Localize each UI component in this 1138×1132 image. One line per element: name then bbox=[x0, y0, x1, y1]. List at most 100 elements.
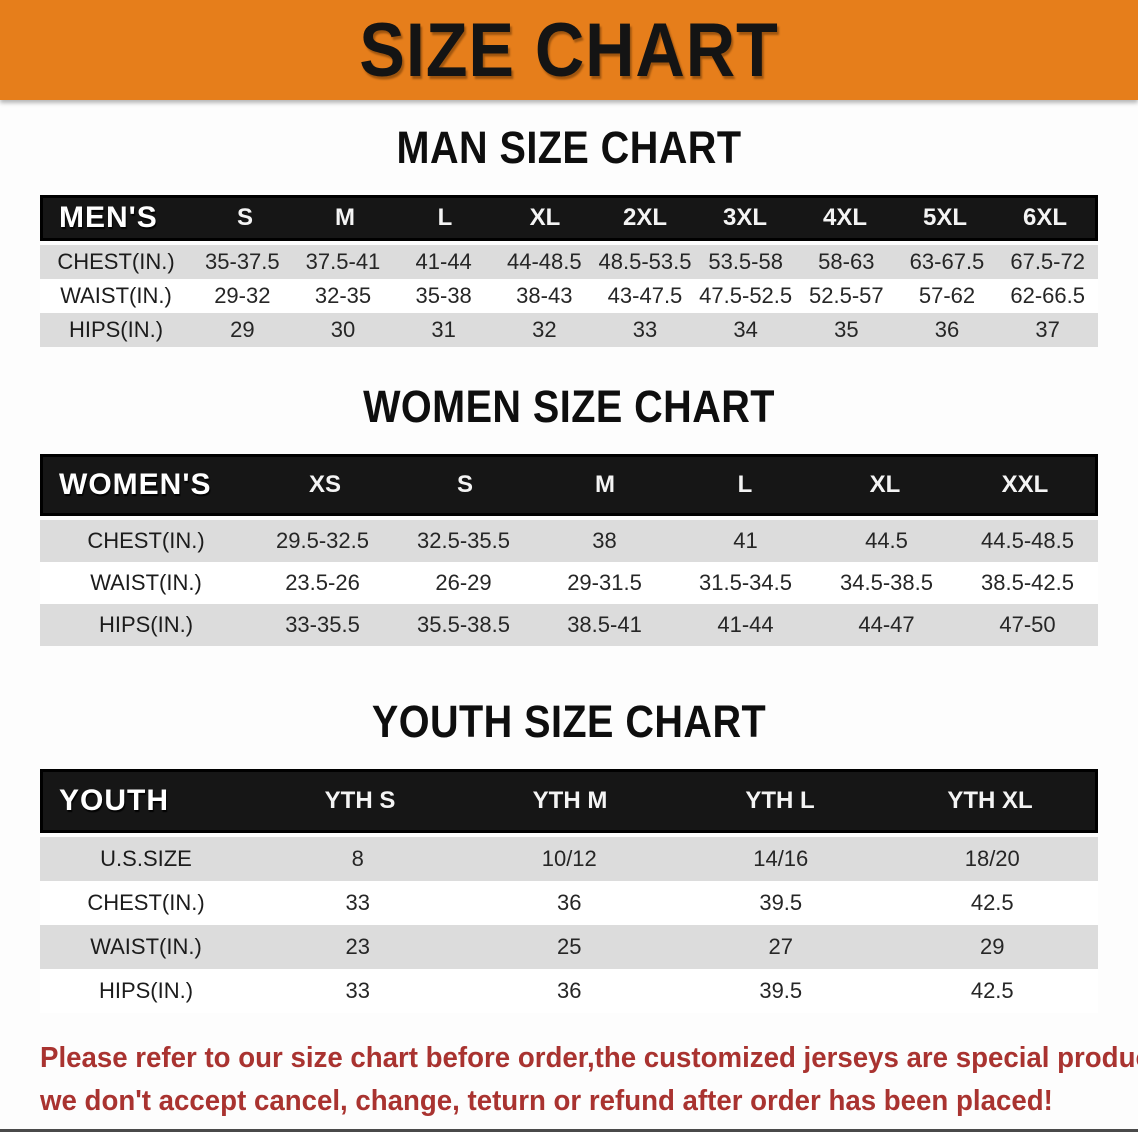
value-cell: 36 bbox=[557, 890, 582, 915]
women-table-corner-label: WOMEN'S bbox=[59, 468, 212, 501]
women-section: WOMEN SIZE CHART WOMEN'S XS S M L XL XXL… bbox=[0, 383, 1138, 646]
table-row: CHEST(IN.) 33 36 39.5 42.5 bbox=[40, 881, 1098, 925]
table-row: HIPS(IN.) 33 36 39.5 42.5 bbox=[40, 969, 1098, 1013]
row-label: WAIST(IN.) bbox=[90, 570, 202, 595]
women-column-header: XS bbox=[308, 471, 341, 498]
men-column-header: S bbox=[236, 204, 253, 231]
value-cell: 35.5-38.5 bbox=[417, 612, 510, 637]
page-title: SIZE CHART bbox=[359, 7, 779, 93]
value-cell: 43-47.5 bbox=[607, 283, 683, 308]
table-row: U.S.SIZE 8 10/12 14/16 18/20 bbox=[40, 837, 1098, 881]
men-column-header: 3XL bbox=[722, 204, 767, 231]
value-cell: 41-44 bbox=[717, 612, 774, 637]
men-column-header: L bbox=[437, 204, 453, 231]
women-size-table: WOMEN'S XS S M L XL XXL CHEST(IN.) 29.5-… bbox=[40, 454, 1098, 646]
value-cell: 33 bbox=[345, 978, 370, 1003]
value-cell: 36 bbox=[557, 978, 582, 1003]
value-cell: 38 bbox=[592, 528, 617, 553]
row-label: HIPS(IN.) bbox=[98, 978, 194, 1003]
value-cell: 42.5 bbox=[970, 978, 1014, 1003]
row-label: U.S.SIZE bbox=[100, 846, 192, 871]
value-cell: 18/20 bbox=[964, 846, 1020, 871]
row-label: WAIST(IN.) bbox=[60, 283, 172, 308]
value-cell: 26-29 bbox=[435, 570, 492, 595]
youth-size-table: YOUTH YTH S YTH M YTH L YTH XL U.S.SIZE … bbox=[40, 769, 1098, 1013]
value-cell: 29.5-32.5 bbox=[276, 528, 369, 553]
value-cell: 57-62 bbox=[918, 283, 976, 308]
row-label: CHEST(IN.) bbox=[57, 249, 175, 274]
value-cell: 31.5-34.5 bbox=[699, 570, 792, 595]
women-table-header-row: WOMEN'S XS S M L XL XXL bbox=[40, 454, 1098, 516]
value-cell: 30 bbox=[330, 317, 356, 342]
value-cell: 44-47 bbox=[858, 612, 915, 637]
youth-column-header: YTH L bbox=[745, 787, 815, 814]
value-cell: 41 bbox=[733, 528, 758, 553]
row-label: WAIST(IN.) bbox=[90, 934, 202, 959]
youth-section-heading-text: YOUTH SIZE CHART bbox=[371, 696, 767, 747]
youth-column-header: YTH XL bbox=[947, 787, 1033, 814]
men-section-heading: MAN SIZE CHART bbox=[0, 124, 1138, 172]
women-column-header: S bbox=[456, 471, 473, 498]
value-cell: 25 bbox=[557, 934, 582, 959]
disclaimer-line-2: we don't accept cancel, change, teturn o… bbox=[40, 1085, 1053, 1117]
table-row: WAIST(IN.) 23.5-26 26-29 29-31.5 31.5-34… bbox=[40, 562, 1098, 604]
youth-section-heading: YOUTH SIZE CHART bbox=[0, 698, 1138, 746]
value-cell: 29 bbox=[230, 317, 255, 342]
value-cell: 38.5-41 bbox=[567, 612, 642, 637]
table-row: CHEST(IN.) 35-37.5 37.5-41 41-44 44-48.5… bbox=[40, 245, 1098, 279]
men-section-heading-text: MAN SIZE CHART bbox=[396, 122, 742, 173]
men-column-header: 4XL bbox=[822, 204, 867, 231]
men-section: MAN SIZE CHART MEN'S S M L XL 2XL 3XL 4X… bbox=[0, 124, 1138, 347]
table-row: CHEST(IN.) 29.5-32.5 32.5-35.5 38 41 44.… bbox=[40, 520, 1098, 562]
value-cell: 29-31.5 bbox=[567, 570, 642, 595]
table-row: WAIST(IN.) 23 25 27 29 bbox=[40, 925, 1098, 969]
women-column-header: M bbox=[595, 471, 615, 498]
value-cell: 35 bbox=[834, 317, 859, 342]
value-cell: 58-63 bbox=[818, 249, 875, 274]
value-cell: 47.5-52.5 bbox=[699, 283, 793, 308]
value-cell: 8 bbox=[351, 846, 364, 871]
men-table-corner-label: MEN'S bbox=[59, 201, 158, 234]
value-cell: 36 bbox=[934, 317, 960, 342]
men-column-header: 2XL bbox=[622, 204, 667, 231]
women-column-header: XXL bbox=[1001, 471, 1049, 498]
value-cell: 33 bbox=[632, 317, 658, 342]
value-cell: 63-67.5 bbox=[909, 249, 985, 274]
value-cell: 38.5-42.5 bbox=[981, 570, 1074, 595]
value-cell: 42.5 bbox=[970, 890, 1014, 915]
value-cell: 34.5-38.5 bbox=[840, 570, 933, 595]
value-cell: 48.5-53.5 bbox=[598, 249, 692, 274]
table-row: HIPS(IN.) 33-35.5 35.5-38.5 38.5-41 41-4… bbox=[40, 604, 1098, 646]
youth-column-header: YTH S bbox=[324, 787, 396, 814]
youth-table-corner-label: YOUTH bbox=[59, 784, 169, 817]
value-cell: 47-50 bbox=[999, 612, 1056, 637]
men-size-table: MEN'S S M L XL 2XL 3XL 4XL 5XL 6XL CHEST… bbox=[40, 195, 1098, 347]
women-section-heading: WOMEN SIZE CHART bbox=[0, 383, 1138, 431]
men-column-header: 5XL bbox=[922, 204, 967, 231]
men-column-header: 6XL bbox=[1022, 204, 1067, 231]
value-cell: 35-37.5 bbox=[205, 249, 280, 274]
value-cell: 67.5-72 bbox=[1010, 249, 1085, 274]
value-cell: 29-32 bbox=[214, 283, 271, 308]
value-cell: 14/16 bbox=[753, 846, 809, 871]
value-cell: 31 bbox=[431, 317, 456, 342]
value-cell: 32 bbox=[532, 317, 557, 342]
men-table-header-row: MEN'S S M L XL 2XL 3XL 4XL 5XL 6XL bbox=[40, 195, 1098, 241]
value-cell: 37 bbox=[1035, 317, 1060, 342]
value-cell: 53.5-58 bbox=[708, 249, 783, 274]
value-cell: 23 bbox=[345, 934, 370, 959]
value-cell: 10/12 bbox=[541, 846, 597, 871]
value-cell: 39.5 bbox=[759, 978, 803, 1003]
value-cell: 44.5-48.5 bbox=[981, 528, 1074, 553]
value-cell: 52.5-57 bbox=[809, 283, 884, 308]
women-section-heading-text: WOMEN SIZE CHART bbox=[363, 381, 775, 432]
table-row: WAIST(IN.) 29-32 32-35 35-38 38-43 43-47… bbox=[40, 279, 1098, 313]
row-label: HIPS(IN.) bbox=[98, 612, 194, 637]
value-cell: 62-66.5 bbox=[1010, 283, 1085, 308]
value-cell: 41-44 bbox=[415, 249, 472, 274]
youth-table-header-row: YOUTH YTH S YTH M YTH L YTH XL bbox=[40, 769, 1098, 833]
women-column-header: L bbox=[737, 471, 753, 498]
value-cell: 34 bbox=[733, 317, 758, 342]
value-cell: 33-35.5 bbox=[285, 612, 360, 637]
men-column-header: XL bbox=[529, 204, 561, 231]
